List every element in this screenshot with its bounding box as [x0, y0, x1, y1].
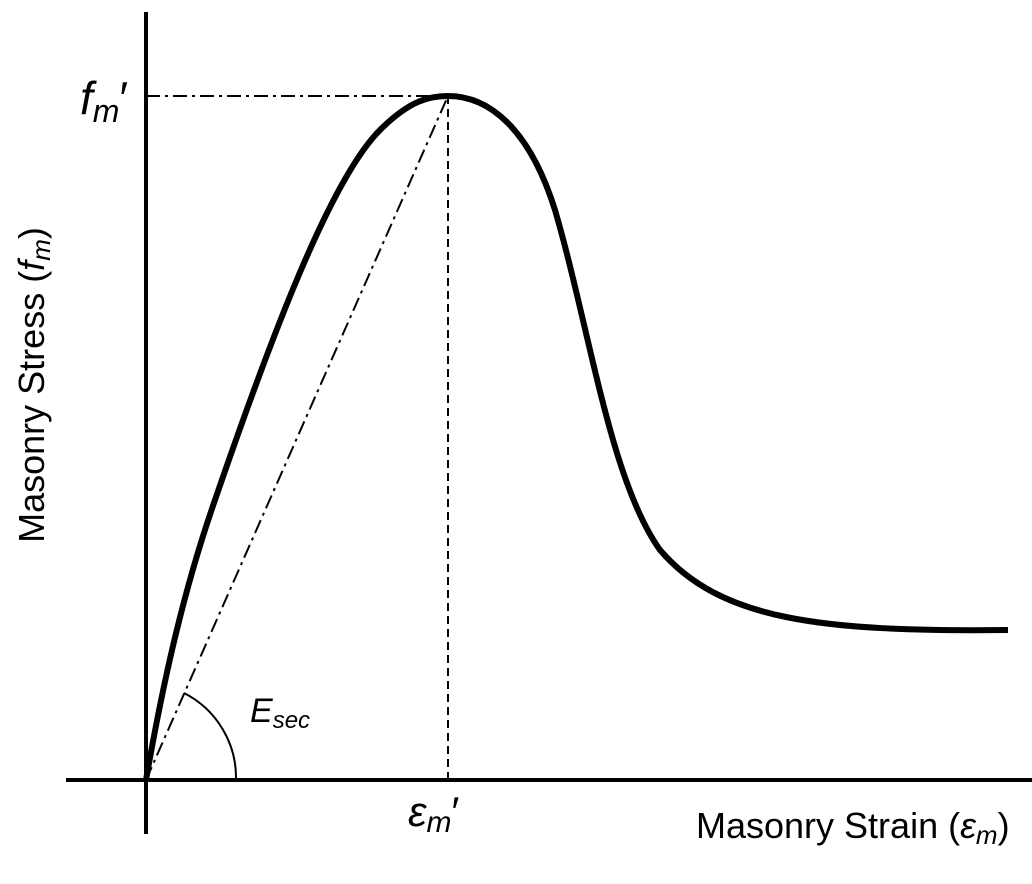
label-base: E [250, 692, 273, 730]
label-sub: sec [273, 707, 310, 734]
label-sub: m [976, 820, 998, 850]
label-base: ε [960, 805, 977, 846]
label-sub: m [26, 239, 56, 261]
secant-angle-arc [183, 692, 238, 781]
peak-stress-label: fm′ [80, 72, 128, 129]
y-axis-label: Masonry Stress (fm) [11, 227, 56, 543]
label-suffix: ′ [119, 72, 128, 124]
x-axis-label: Masonry Strain (εm) [696, 805, 1010, 850]
stress-strain-curve [143, 92, 1009, 781]
secant-line [145, 95, 449, 781]
label-base: f [80, 72, 97, 124]
secant-label: Esec [250, 692, 310, 734]
label-close: ) [998, 805, 1010, 846]
label-sub: m [93, 93, 120, 129]
label-close: ) [11, 227, 52, 239]
label-suffix: ′ [451, 788, 459, 835]
label-text: Masonry Stress ( [11, 271, 52, 543]
label-sub: m [426, 806, 451, 839]
peak-strain-label: εm′ [408, 788, 459, 839]
label-text: Masonry Strain ( [696, 805, 960, 846]
label-base: ε [408, 788, 427, 835]
